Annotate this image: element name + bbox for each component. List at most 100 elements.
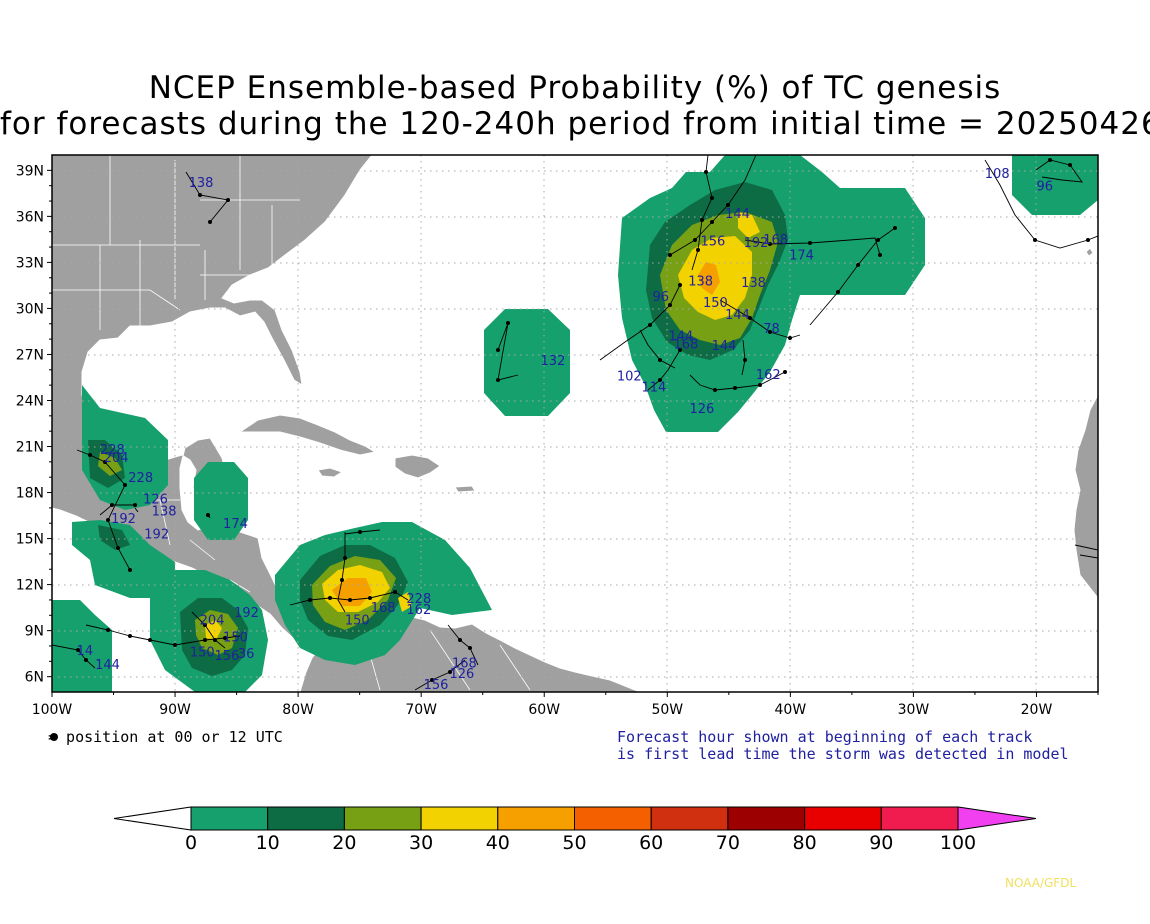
track-forecast-hour-label: 144 [725,308,750,323]
colorbar-tick-label: 80 [793,832,817,854]
track-forecast-hour-label: 114 [1103,239,1128,254]
track-forecast-hour-label: 192 [744,236,769,251]
track-forecast-hour-label: 162 [406,603,431,618]
track-forecast-hour-label: 126 [143,492,168,507]
lat-tick-label: 6N [25,670,44,686]
track-forecast-hour-label: 78 [763,322,780,337]
chart-subtitle: for forecasts during the 120-240h period… [0,106,1150,142]
land-africa [1073,394,1098,599]
track-forecast-hour-label: 156 [701,235,726,250]
track-forecast-hour-label: 14 [77,644,94,659]
track-forecast-hour-label: 126 [449,667,474,682]
track-forecast-hour-label: 150 [703,296,728,311]
land-islands [1085,247,1094,257]
track-forecast-hour-label: 204 [104,451,129,466]
shade-atlantic-50 [698,262,720,295]
track-forecast-hour-label: 144 [669,330,694,345]
track-forecast-hour-label: 156 [424,678,449,693]
colorbar [113,806,1037,831]
longitude-axis: 100W 90W 80W 70W 60W 50W 40W 30W 20W [32,702,1053,718]
track-forecast-hour-label: 144 [95,658,120,673]
track-forecast-hour-label: 168 [452,656,477,671]
track-forecast-hour-label: 168 [371,601,396,616]
shade-cepac-40 [205,620,222,640]
lat-tick-label: 21N [16,440,44,456]
colorbar-tick-label: 30 [409,832,433,854]
latitude-axis: 39N 36N 33N 30N 27N 24N 21N 18N 15N 12N 9N 6N [16,163,44,685]
lat-tick-label: 24N [16,393,44,409]
lat-tick-label: 9N [25,624,44,640]
track-forecast-hour-label: 150 [345,613,370,628]
track-forecast-hour-label: 138 [189,176,214,191]
lon-tick-label: 70W [405,702,437,718]
colorbar-tick-label: 50 [562,832,586,854]
track-forecast-hour-label: 144 [712,339,737,354]
track-forecast-hour-label: 96 [1036,179,1053,194]
colorbar-tick-label: 60 [639,832,663,854]
land-puerto-rico [454,485,476,493]
lon-tick-label: 60W [528,702,560,718]
lon-tick-label: 100W [32,702,73,718]
track-forecast-hour-label: 204 [200,613,225,628]
land-cuba [238,414,377,456]
lat-tick-label: 12N [16,578,44,594]
legend-dot-text: = position at 00 or 12 UTC [48,728,283,746]
colorbar-over-triangle [957,806,1037,831]
track-forecast-hour-label: 228 [100,443,125,458]
colorbar-segment [727,806,806,831]
colorbar-segment [497,806,575,831]
colorbar-tick-label: 20 [332,832,356,854]
colorbar-segment [650,806,729,831]
track-forecast-hour-label: 144 [725,207,750,222]
shade-ne-atlantic-10 [1012,155,1098,215]
track-forecast-hour-label: 126 [689,402,714,417]
colorbar-tick-label: 40 [486,832,510,854]
track-forecast-hour-label: 114 [641,380,666,395]
track-forecast-hour-label: 150 [190,646,215,661]
lon-tick-label: 40W [775,702,807,718]
lon-tick-label: 20W [1021,702,1053,718]
colorbar-under-triangle [113,806,192,831]
shade-atlantic-sub [738,212,760,238]
colorbar-segment [420,806,499,831]
colorbar-segment [804,806,882,831]
lat-tick-label: 15N [16,532,44,548]
colorbar-tick-label: 100 [940,832,976,854]
lat-tick-label: 27N [16,347,44,363]
credit-text: NOAA/GFDL [1005,876,1077,890]
track-forecast-hour-label: 96 [653,290,670,305]
lon-tick-label: 30W [898,702,930,718]
colorbar-tick-labels: 0 10 20 30 40 50 60 70 80 90 100 [185,832,976,854]
track-forecast-hour-label: 168 [673,337,698,352]
track-forecast-hour-label: 174 [789,248,814,263]
land-jamaica [317,467,344,478]
track-forecast-hour-label: 138 [688,274,713,289]
track-forecast-hour-label: 138 [741,276,766,291]
track-forecast-hour-label: 102 [617,370,642,385]
chart-title: NCEP Ensemble-based Probability (%) of T… [148,70,1002,106]
lat-tick-label: 33N [16,255,44,271]
track-forecast-hour-label: 36 [238,647,255,662]
track-forecast-hour-label: 192 [144,528,169,543]
track-forecast-hour-label: 174 [223,517,248,532]
lat-tick-label: 39N [16,163,44,179]
track-forecast-hour-label: 192 [111,512,136,527]
shade-gulf-30 [98,452,122,476]
colorbar-segment [190,806,269,831]
track-forecast-hour-label: 132 [541,354,566,369]
lat-tick-label: 18N [16,486,44,502]
land-hispaniola [394,454,441,479]
lat-tick-label: 36N [16,209,44,225]
track-forecast-hour-label: 138 [152,505,177,520]
track-forecast-hour-label: 108 [985,167,1010,182]
colorbar-tick-label: 0 [185,832,197,854]
colorbar-segment [343,806,422,831]
forecast-note-line2: is first lead time the storm was detecte… [617,745,1069,763]
axis-ticks [47,169,1099,697]
lon-tick-label: 80W [282,702,314,718]
lon-tick-label: 50W [651,702,683,718]
track-forecast-hour-label: 228 [406,592,431,607]
shade-far-epac-10 [52,600,112,692]
